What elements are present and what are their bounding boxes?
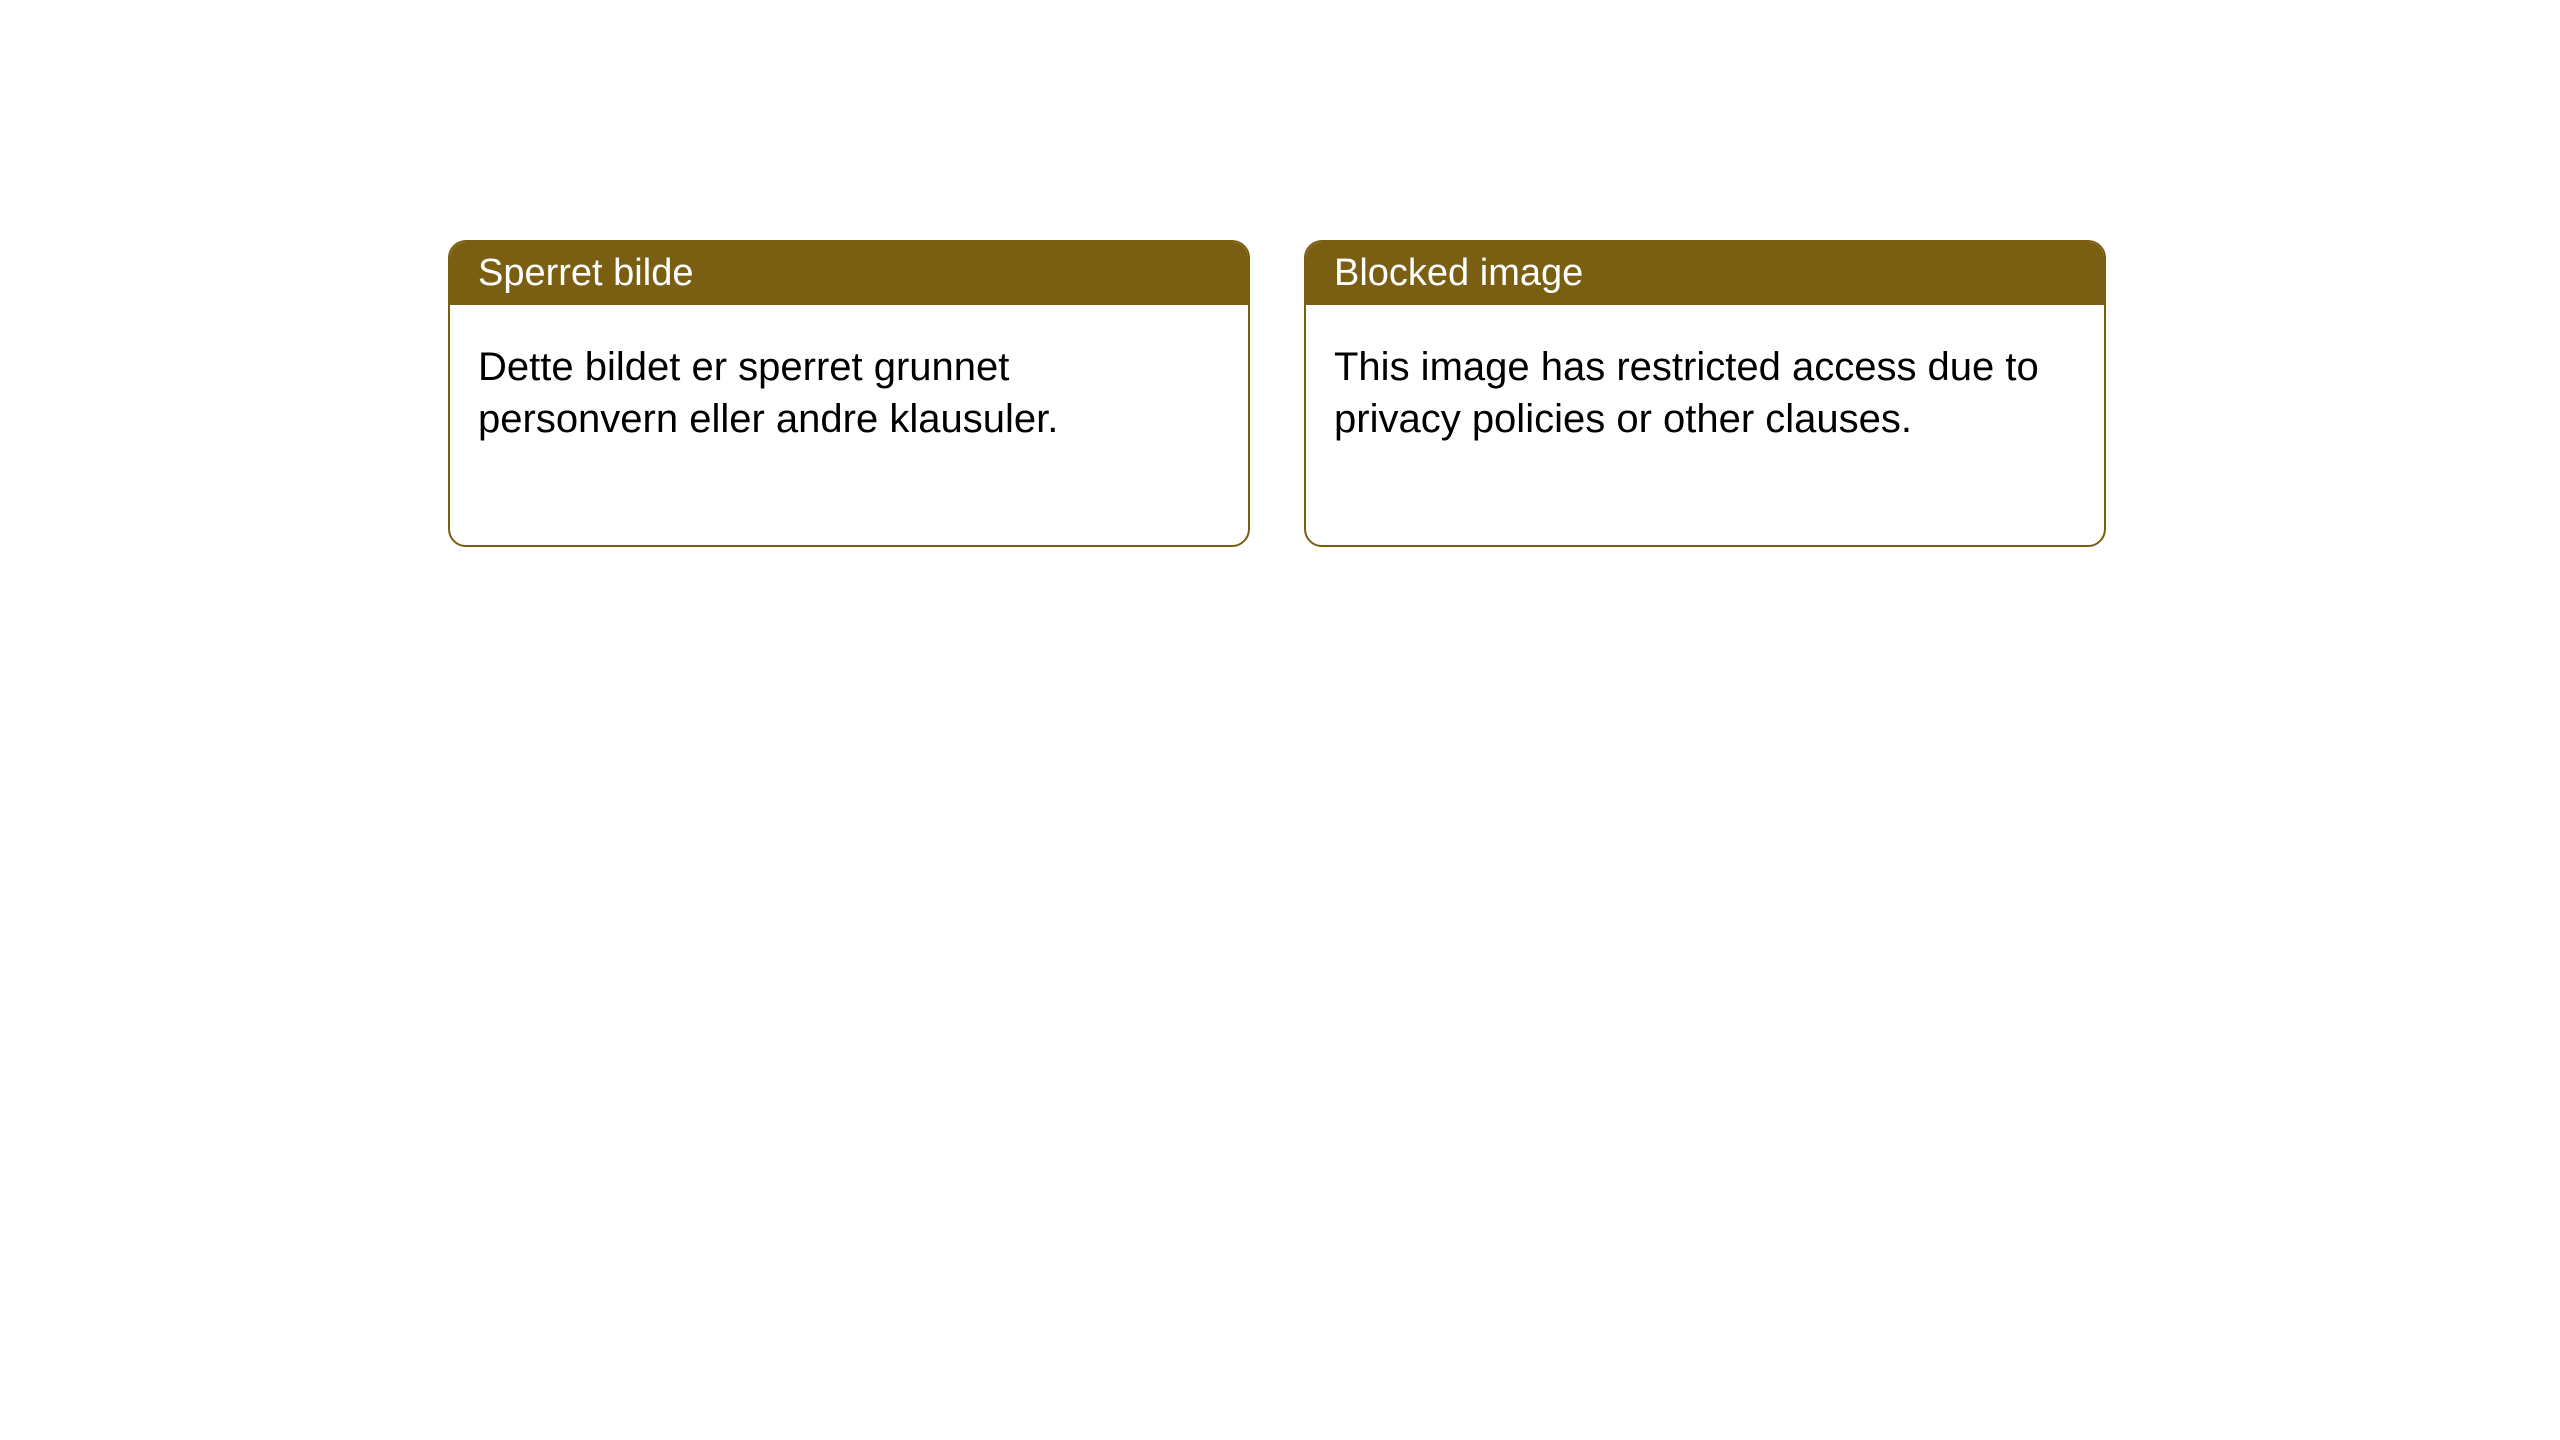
notice-card-body: Dette bildet er sperret grunnet personve… — [450, 305, 1248, 545]
notice-container: Sperret bilde Dette bildet er sperret gr… — [0, 0, 2560, 547]
notice-card-body: This image has restricted access due to … — [1306, 305, 2104, 545]
notice-card-title: Sperret bilde — [450, 242, 1248, 305]
notice-card-norwegian: Sperret bilde Dette bildet er sperret gr… — [448, 240, 1250, 547]
notice-card-title: Blocked image — [1306, 242, 2104, 305]
notice-card-english: Blocked image This image has restricted … — [1304, 240, 2106, 547]
